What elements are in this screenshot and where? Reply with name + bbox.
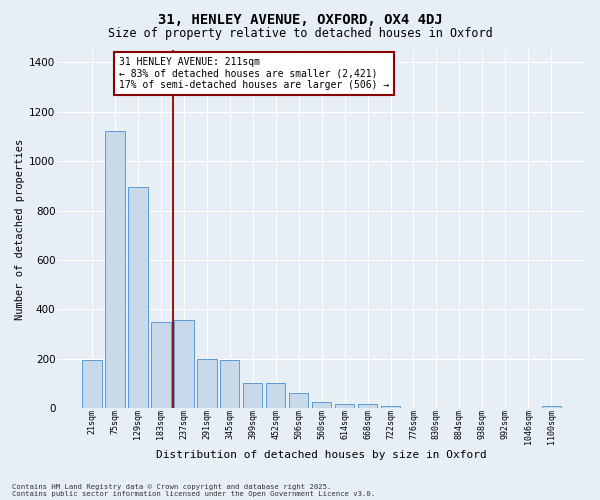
Bar [105,132,125,408]
Bar [174,320,194,408]
Bar [220,360,239,408]
Bar [82,360,101,408]
X-axis label: Distribution of detached houses by size in Oxford: Distribution of detached houses by size … [156,450,487,460]
Bar [335,404,355,408]
Bar [289,393,308,408]
Bar [197,358,217,408]
Text: 31 HENLEY AVENUE: 211sqm
← 83% of detached houses are smaller (2,421)
17% of sem: 31 HENLEY AVENUE: 211sqm ← 83% of detach… [119,57,389,90]
Y-axis label: Number of detached properties: Number of detached properties [15,138,25,320]
Bar [358,404,377,408]
Text: Contains public sector information licensed under the Open Government Licence v3: Contains public sector information licen… [12,491,375,497]
Text: Size of property relative to detached houses in Oxford: Size of property relative to detached ho… [107,28,493,40]
Text: 31, HENLEY AVENUE, OXFORD, OX4 4DJ: 31, HENLEY AVENUE, OXFORD, OX4 4DJ [158,12,442,26]
Bar [312,402,331,408]
Bar [128,187,148,408]
Text: Contains HM Land Registry data © Crown copyright and database right 2025.: Contains HM Land Registry data © Crown c… [12,484,331,490]
Bar [243,384,262,408]
Bar [542,406,561,408]
Bar [151,322,170,408]
Bar [381,406,400,408]
Bar [266,384,286,408]
